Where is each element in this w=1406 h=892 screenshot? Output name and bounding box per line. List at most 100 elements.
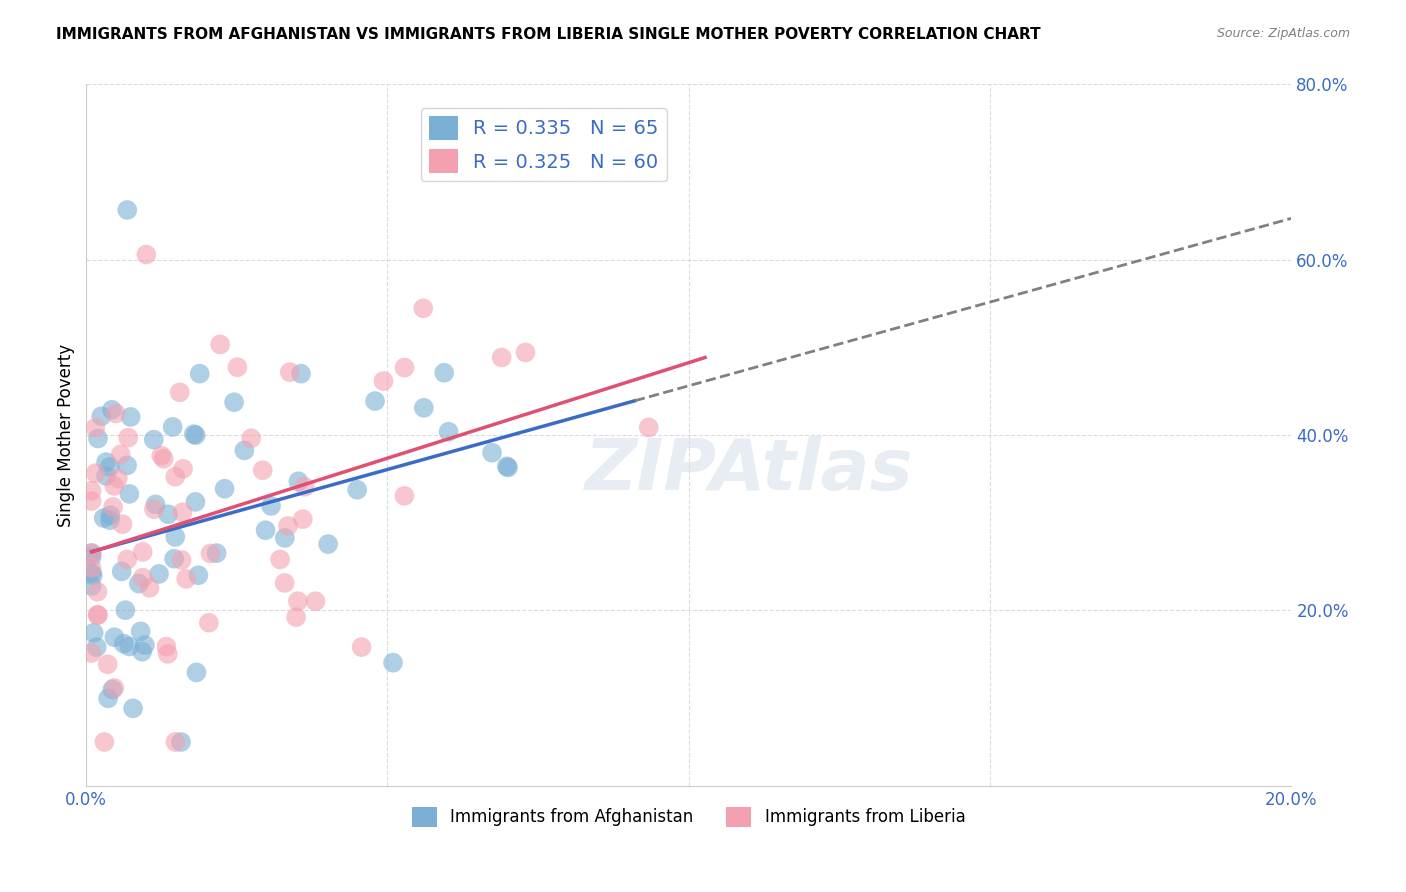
Point (97, 657, 120, 672)
Point (128, 576, 150, 591)
Point (437, 425, 460, 439)
Text: IMMIGRANTS FROM AFGHANISTAN VS IMMIGRANTS FROM LIBERIA SINGLE MOTHER POVERTY COR: IMMIGRANTS FROM AFGHANISTAN VS IMMIGRANT… (56, 27, 1040, 42)
Text: ZIPAtlas: ZIPAtlas (585, 435, 912, 505)
Point (291, 512, 314, 526)
Point (103, 630, 125, 644)
Point (107, 471, 129, 485)
Point (115, 458, 138, 473)
Point (269, 552, 291, 566)
Point (87, 607, 110, 622)
Point (172, 505, 194, 519)
Point (142, 433, 165, 447)
Point (214, 482, 236, 496)
Point (184, 495, 207, 509)
Point (186, 665, 208, 680)
Point (273, 576, 295, 591)
Point (83, 625, 105, 640)
Point (86, 608, 108, 623)
Point (165, 530, 187, 544)
Point (412, 401, 434, 415)
Point (172, 462, 194, 476)
Point (252, 463, 274, 477)
Point (98, 513, 121, 527)
Point (90, 409, 112, 424)
Point (394, 360, 416, 375)
Text: Source: ZipAtlas.com: Source: ZipAtlas.com (1216, 27, 1350, 40)
Point (134, 638, 156, 652)
Point (316, 537, 339, 551)
Point (93, 511, 115, 525)
Point (120, 409, 142, 424)
Point (165, 735, 187, 749)
Point (188, 367, 211, 381)
Point (86, 640, 108, 654)
Point (287, 594, 309, 608)
Point (285, 610, 308, 624)
Point (412, 301, 434, 316)
Point (112, 637, 135, 651)
Point (198, 615, 221, 630)
Point (495, 459, 517, 474)
Point (278, 365, 301, 379)
Point (226, 360, 249, 375)
Point (277, 519, 299, 533)
Point (80, 550, 103, 565)
Point (183, 427, 205, 442)
Point (481, 446, 503, 460)
Point (240, 431, 263, 445)
Point (290, 367, 312, 381)
Point (346, 483, 368, 497)
Point (97, 691, 120, 706)
Point (138, 581, 160, 595)
Point (117, 552, 139, 566)
Point (86, 584, 108, 599)
Point (98, 459, 121, 474)
Point (170, 553, 193, 567)
Point (187, 568, 209, 582)
Point (122, 701, 145, 715)
Point (111, 517, 134, 532)
Point (98, 508, 121, 523)
Point (304, 594, 326, 608)
Point (233, 443, 256, 458)
Point (117, 202, 139, 217)
Point (155, 640, 177, 654)
Point (87, 432, 110, 446)
Point (145, 497, 167, 511)
Point (101, 500, 124, 514)
Point (117, 431, 139, 445)
Y-axis label: Single Mother Poverty: Single Mother Poverty (58, 343, 75, 526)
Point (129, 624, 152, 639)
Point (84, 467, 107, 481)
Point (94, 469, 117, 483)
Point (162, 420, 184, 434)
Point (165, 469, 187, 483)
Point (135, 247, 157, 261)
Point (491, 351, 513, 365)
Point (131, 645, 153, 659)
Point (373, 374, 395, 388)
Point (101, 682, 124, 697)
Point (382, 656, 405, 670)
Point (80, 646, 103, 660)
Point (170, 735, 193, 749)
Point (163, 551, 186, 566)
Point (104, 407, 127, 421)
Point (152, 451, 174, 466)
Point (637, 420, 659, 434)
Point (274, 531, 297, 545)
Point (80, 579, 103, 593)
Point (364, 394, 387, 409)
Point (169, 385, 191, 400)
Point (143, 502, 166, 516)
Point (84, 421, 107, 435)
Point (80, 546, 103, 560)
Point (515, 345, 537, 359)
Point (80, 566, 103, 580)
Point (433, 366, 456, 380)
Point (114, 603, 136, 617)
Point (294, 480, 316, 494)
Point (80, 560, 103, 574)
Point (222, 395, 245, 409)
Point (205, 546, 228, 560)
